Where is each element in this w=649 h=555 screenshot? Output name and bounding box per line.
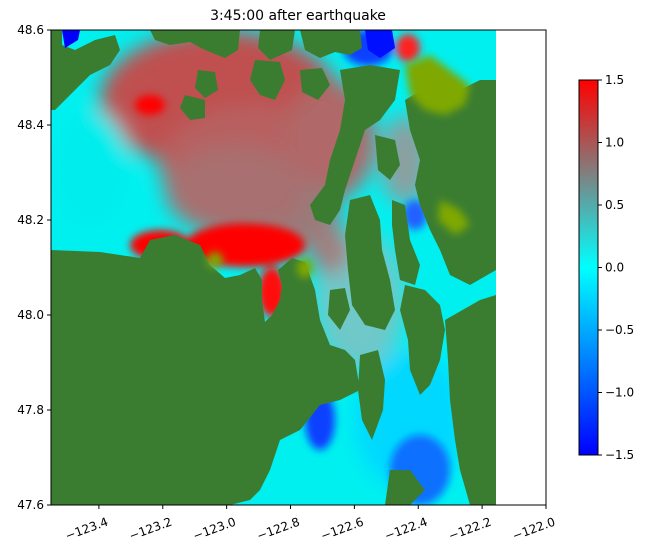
y-axis: 47.6 47.8 48.0 48.2 48.4 48.6	[17, 23, 51, 512]
y-tick-label: 47.6	[17, 498, 44, 512]
flooded-land	[207, 55, 470, 278]
x-tick-label: −122.0	[510, 515, 557, 543]
y-tick-label: 47.8	[17, 403, 44, 417]
colorbar-axis: −1.5 −1.0 −0.5 0.0 0.5 1.0 1.5	[598, 73, 634, 462]
x-tick-label: −122.6	[319, 515, 366, 543]
x-tick-label: −123.4	[63, 515, 110, 543]
colorbar-tick-label: −1.0	[605, 386, 634, 400]
deep-blue-pockets	[62, 30, 395, 58]
x-tick-label: −122.2	[447, 515, 494, 543]
colorbar-tick-label: −1.5	[605, 448, 634, 462]
x-tick-label: −122.4	[383, 515, 430, 543]
x-axis: −123.4 −123.2 −123.0 −122.8 −122.6 −122.4 −122…	[63, 505, 557, 543]
colorbar-tick-label: 1.5	[605, 73, 624, 87]
x-tick-label: −123.0	[191, 515, 238, 543]
chart-title: 3:45:00 after earthquake	[210, 8, 386, 24]
y-tick-label: 48.6	[17, 23, 44, 37]
x-tick-label: −123.2	[127, 515, 174, 543]
land	[51, 30, 496, 505]
colorbar-gradient	[578, 79, 599, 456]
y-tick-label: 48.2	[17, 213, 44, 227]
colorbar-tick-label: 0.0	[605, 261, 624, 275]
colorbar-tick-label: 1.0	[605, 136, 624, 150]
y-tick-label: 48.0	[17, 308, 44, 322]
x-tick-label: −122.8	[255, 515, 302, 543]
colorbar-tick-label: −0.5	[605, 323, 634, 337]
heatmap-plot	[51, 30, 496, 505]
colorbar-tick-label: 0.5	[605, 198, 624, 212]
y-tick-label: 48.4	[17, 118, 44, 132]
plot-frame	[50, 29, 547, 506]
colorbar: −1.5 −1.0 −0.5 0.0 0.5 1.0 1.5	[578, 73, 634, 462]
